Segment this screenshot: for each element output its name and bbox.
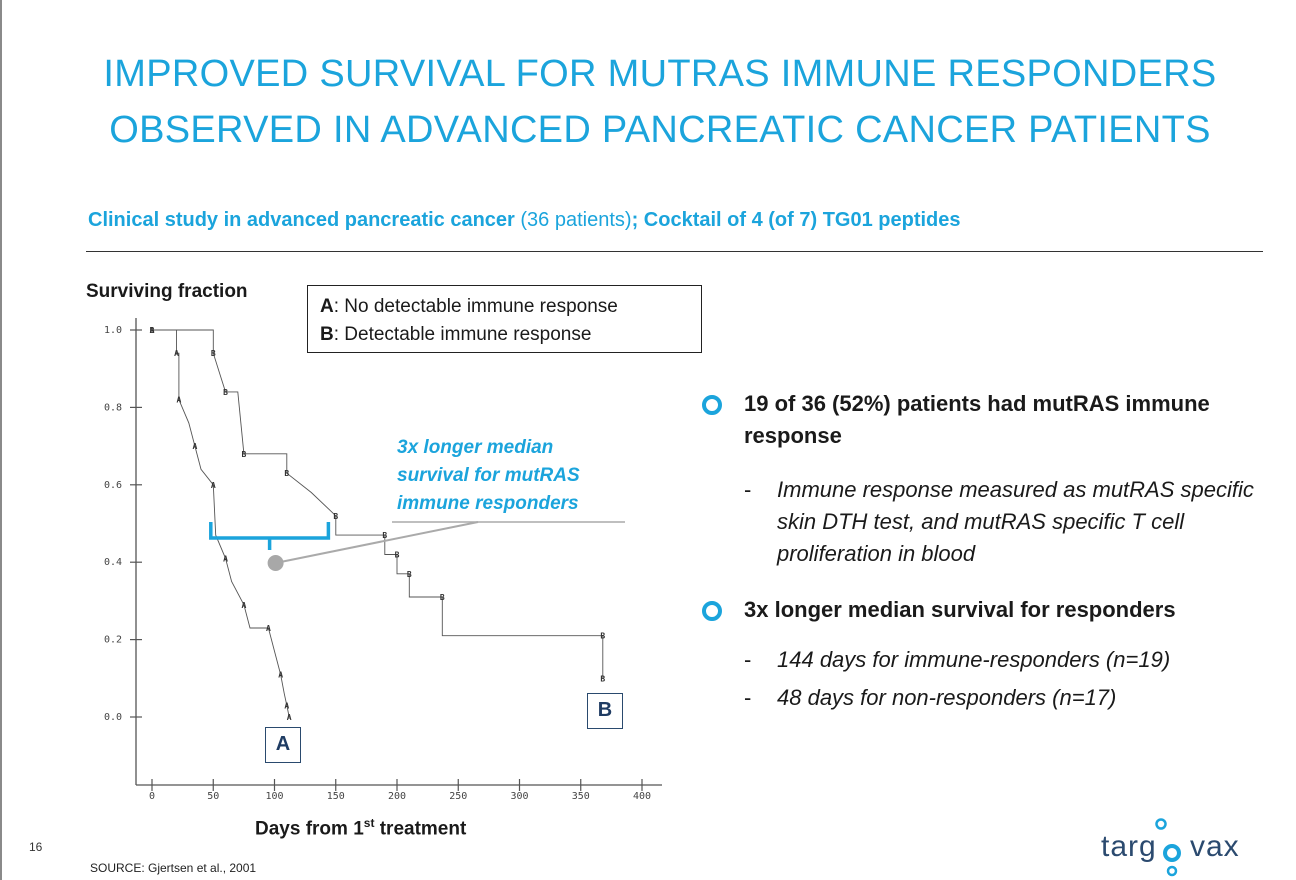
data-point-b: B <box>440 593 445 602</box>
subtitle: Clinical study in advanced pancreatic ca… <box>88 209 961 232</box>
median-annotation: 3x longer median survival for mutRAS imm… <box>397 434 627 518</box>
logo-circles-icon <box>1155 818 1181 877</box>
data-point-b: B <box>333 512 338 521</box>
bullet-ring-icon <box>702 395 722 415</box>
x-tick-label: 50 <box>207 791 219 802</box>
bullet-ring-icon <box>702 601 722 621</box>
data-point-a: A <box>278 670 283 679</box>
x-tick-label: 350 <box>572 791 590 802</box>
annotation-line-1: 3x longer median <box>397 437 554 458</box>
divider <box>86 251 1263 252</box>
x-tick-label: 0 <box>149 791 155 802</box>
data-point-a: A <box>211 481 216 490</box>
page-title: IMPROVED SURVIVAL FOR MUTRAS IMMUNE RESP… <box>40 46 1280 158</box>
left-border <box>0 0 2 880</box>
annotation-connector <box>275 521 479 564</box>
x-axis-label: Days from 1st treatment <box>255 816 466 840</box>
data-point-a: A <box>174 349 179 358</box>
page-number: 16 <box>29 840 43 854</box>
y-tick-label: 0.6 <box>104 480 122 491</box>
y-tick-label: 0.4 <box>104 557 122 568</box>
dash-marker: - <box>744 477 752 502</box>
bullet-2-sub-2-text: 48 days for non-responders (n=17) <box>777 685 1117 710</box>
y-tick-label: 0.8 <box>104 402 122 413</box>
data-point-a: A <box>177 396 182 405</box>
bullet-1: 19 of 36 (52%) patients had mutRAS immun… <box>700 388 1270 452</box>
data-point-b: B <box>284 469 289 478</box>
x-tick-label: 200 <box>388 791 406 802</box>
title-line-1: IMPROVED SURVIVAL FOR MUTRAS IMMUNE RESP… <box>103 53 1217 95</box>
data-point-b: B <box>600 674 605 683</box>
legend-item-b: B: Detectable immune response <box>320 321 689 349</box>
legend-key-a: A <box>320 296 334 317</box>
subtitle-part-3: ; Cocktail of 4 (of 7) TG01 peptides <box>631 209 961 231</box>
logo-text-left: targ <box>1101 830 1157 863</box>
dash-marker: - <box>744 647 752 672</box>
data-point-b: B <box>223 388 228 397</box>
x-axis-label-suffix: treatment <box>374 818 467 840</box>
data-point-b: B <box>600 632 605 641</box>
annotation-line-3: immune responders <box>397 493 579 514</box>
data-point-b: B <box>241 450 246 459</box>
legend-key-b: B <box>320 324 334 345</box>
data-point-a: A <box>241 601 246 610</box>
title-line-2: OBSERVED IN ADVANCED PANCREATIC CANCER P… <box>109 109 1211 151</box>
bullet-2-sub-1-text: 144 days for immune-responders (n=19) <box>777 647 1171 672</box>
data-point-a: A <box>150 326 155 335</box>
median-bracket <box>209 522 331 550</box>
legend-text-a: : No detectable immune response <box>333 296 618 317</box>
bullet-2-text: 3x longer median survival for responders <box>744 597 1176 622</box>
source-citation: SOURCE: Gjertsen et al., 2001 <box>90 861 257 875</box>
x-axis-label-sup: st <box>363 816 375 830</box>
data-point-b: B <box>395 550 400 559</box>
data-point-b: B <box>407 570 412 579</box>
bullet-2-sub-2: - 48 days for non-responders (n=17) <box>700 682 1270 714</box>
y-tick-label: 1.0 <box>104 325 122 336</box>
data-point-a: A <box>284 701 289 710</box>
annotation-dot <box>267 555 284 571</box>
y-axis-label: Surviving fraction <box>86 281 248 302</box>
x-tick-label: 100 <box>265 791 283 802</box>
bullet-1-sub: - Immune response measured as mutRAS spe… <box>700 474 1270 570</box>
bullet-1-sub-text: Immune response measured as mutRAS speci… <box>777 477 1254 566</box>
data-point-b: B <box>211 349 216 358</box>
subtitle-part-1: Clinical study in advanced pancreatic ca… <box>88 209 515 231</box>
y-tick-label: 0.2 <box>104 635 122 646</box>
data-point-a: A <box>223 554 228 563</box>
y-tick-label: 0.0 <box>104 712 122 723</box>
subtitle-part-2: (36 patients) <box>514 209 632 231</box>
data-point-a: A <box>192 442 197 451</box>
legend-box: A: No detectable immune response B: Dete… <box>307 285 702 353</box>
x-tick-label: 150 <box>327 791 345 802</box>
x-tick-label: 250 <box>449 791 467 802</box>
legend-text-b: : Detectable immune response <box>333 324 592 345</box>
bullet-2-sub-1: - 144 days for immune-responders (n=19) <box>700 644 1270 676</box>
x-axis-label-prefix: Days from 1 <box>255 818 364 840</box>
data-point-a: A <box>287 713 292 722</box>
data-point-b: B <box>150 326 155 335</box>
bullet-1-text: 19 of 36 (52%) patients had mutRAS immun… <box>744 391 1210 448</box>
survival-line-a <box>152 329 290 718</box>
bullet-2: 3x longer median survival for responders <box>700 594 1270 626</box>
logo-text-right: vax <box>1190 830 1240 863</box>
x-tick-label: 400 <box>633 791 651 802</box>
data-point-a: A <box>266 624 271 633</box>
legend-item-a: A: No detectable immune response <box>320 293 689 321</box>
series-b-label-box: B <box>587 693 623 729</box>
data-point-b: B <box>382 531 387 540</box>
series-a-label-box: A <box>265 727 301 763</box>
targovax-logo: targ vax <box>1101 818 1241 878</box>
bullet-list: 19 of 36 (52%) patients had mutRAS immun… <box>700 388 1270 714</box>
dash-marker: - <box>744 685 752 710</box>
annotation-line-2: survival for mutRAS <box>397 465 580 486</box>
x-tick-label: 300 <box>510 791 528 802</box>
